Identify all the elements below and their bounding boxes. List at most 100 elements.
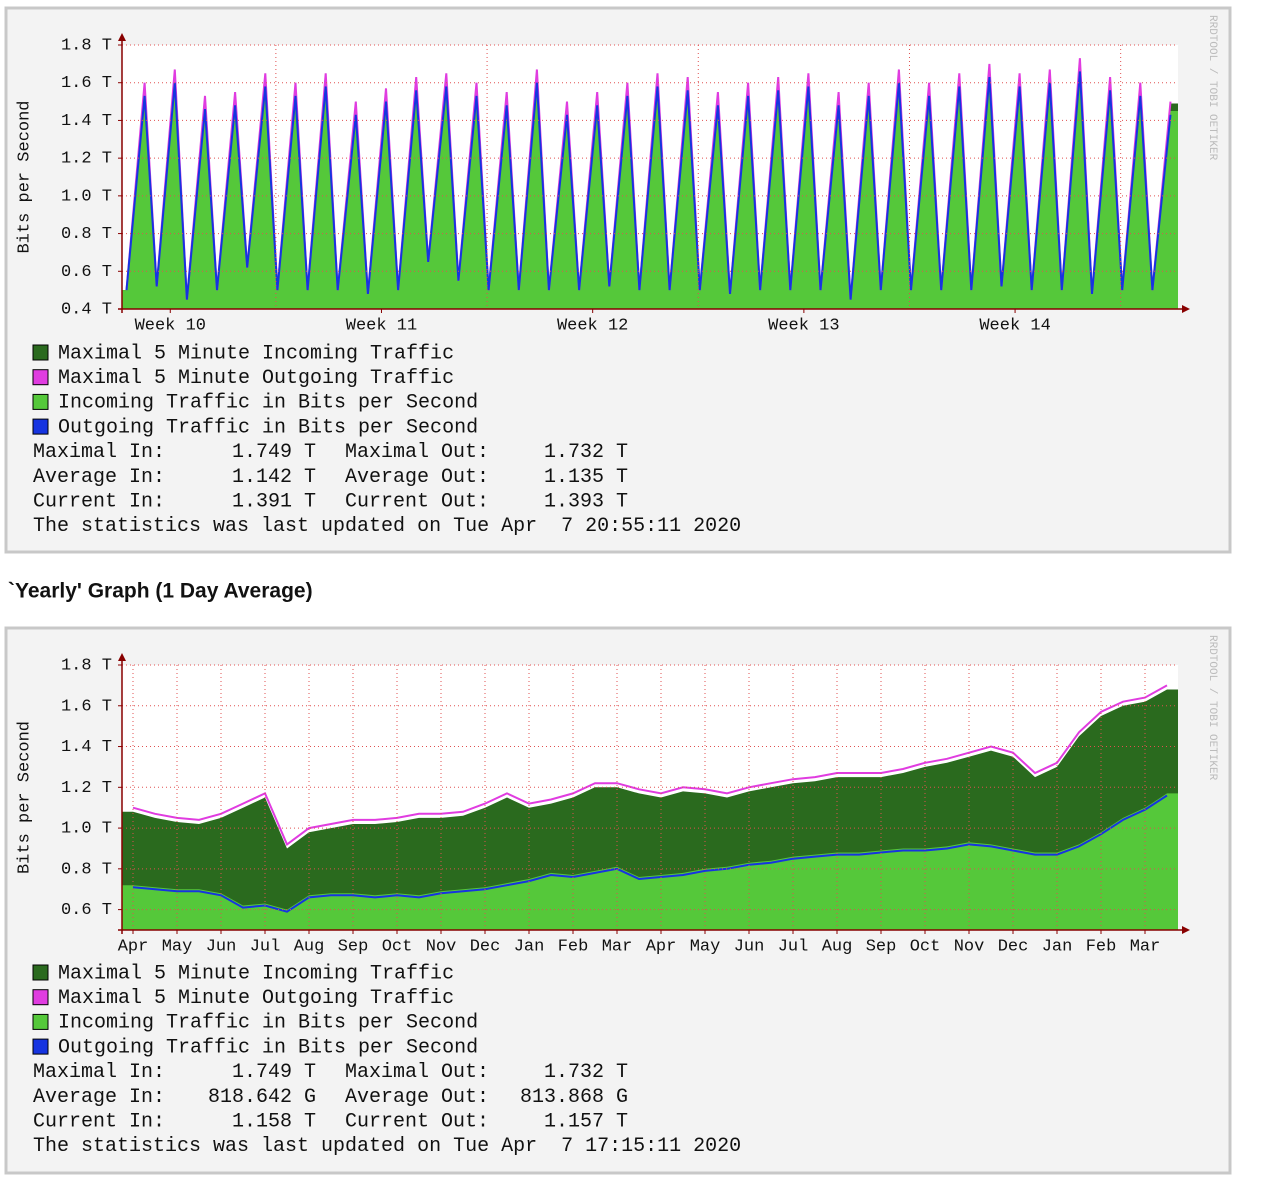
x-tick-label: Nov: [426, 937, 457, 956]
legend-label: Maximal 5 Minute Outgoing Traffic: [58, 367, 454, 390]
y-tick-label: 0.8 T: [61, 225, 112, 244]
legend-label: Incoming Traffic in Bits per Second: [58, 1012, 478, 1035]
stat-label: Maximal In:: [33, 441, 165, 464]
stat-value: 1.157 T: [544, 1110, 628, 1133]
stat-value: 1.732 T: [544, 441, 628, 464]
y-tick-label: 1.8 T: [61, 36, 112, 55]
series-area: [122, 67, 1178, 309]
x-tick-label: Sep: [866, 937, 897, 956]
stat-label: Current Out:: [345, 1110, 489, 1133]
x-tick-label: Aug: [294, 937, 325, 956]
x-tick-label: Oct: [382, 937, 413, 956]
series-line: [125, 71, 1172, 300]
y-tick-label: 1.4 T: [61, 112, 112, 131]
legend-swatch: [32, 1013, 49, 1030]
x-tick-label: Nov: [954, 937, 985, 956]
y-tick-label: 1.2 T: [61, 150, 112, 169]
y-tick-label: 0.4 T: [61, 300, 112, 319]
legend-swatch: [32, 369, 49, 386]
y-tick-label: 1.6 T: [61, 74, 112, 93]
x-tick-label: Feb: [558, 937, 589, 956]
x-tick-label: Sep: [338, 937, 369, 956]
stat-label: Current In:: [33, 1110, 165, 1133]
y-tick-label: 0.6 T: [61, 901, 112, 920]
stats-footer: The statistics was last updated on Tue A…: [33, 515, 741, 538]
stat-value: 1.142 T: [232, 466, 316, 489]
stat-label: Average In:: [33, 466, 165, 489]
x-tick-label: Apr: [118, 937, 149, 956]
stat-label: Current Out:: [345, 490, 489, 513]
y-tick-label: 1.4 T: [61, 738, 112, 757]
stat-value: 1.393 T: [544, 490, 628, 513]
stat-value: 1.732 T: [544, 1061, 628, 1084]
side-text: RRDTOOL / TOBI OETIKER: [1206, 635, 1218, 781]
legend-swatch: [32, 989, 49, 1006]
legend-swatch: [32, 964, 49, 981]
x-tick-label: Week 11: [346, 316, 417, 335]
x-tick-label: Feb: [1086, 937, 1117, 956]
stat-value: 1.749 T: [232, 1061, 316, 1084]
stat-label: Maximal Out:: [345, 1061, 489, 1084]
x-tick-label: Mar: [1130, 937, 1161, 956]
stat-value: 1.391 T: [232, 490, 316, 513]
x-tick-label: Dec: [470, 937, 501, 956]
stat-value: 1.158 T: [232, 1110, 316, 1133]
x-tick-label: Oct: [910, 937, 941, 956]
y-tick-label: 1.0 T: [61, 187, 112, 206]
y-tick-label: 1.6 T: [61, 697, 112, 716]
y-axis-label: Bits per Second: [15, 721, 34, 874]
x-tick-label: Jan: [514, 937, 545, 956]
x-tick-label: Aug: [822, 937, 853, 956]
x-tick-label: Jul: [250, 937, 281, 956]
y-axis-label: Bits per Second: [15, 100, 34, 253]
section-title: `Yearly' Graph (1 Day Average): [8, 580, 313, 603]
legend-swatch: [32, 393, 49, 410]
y-tick-label: 0.8 T: [61, 860, 112, 879]
x-axis-arrow: [1182, 305, 1190, 313]
x-tick-label: Week 14: [979, 316, 1050, 335]
x-tick-label: Jun: [206, 937, 237, 956]
x-tick-label: Mar: [602, 937, 633, 956]
stat-label: Average Out:: [345, 466, 489, 489]
stat-label: Current In:: [33, 490, 165, 513]
y-axis-arrow: [118, 33, 126, 41]
x-tick-label: Week 10: [135, 316, 206, 335]
stat-value: 1.135 T: [544, 466, 628, 489]
stat-value: 813.868 G: [520, 1086, 628, 1109]
legend-label: Maximal 5 Minute Incoming Traffic: [58, 962, 454, 985]
y-axis-arrow: [118, 653, 126, 661]
x-tick-label: May: [162, 937, 193, 956]
stat-label: Maximal Out:: [345, 441, 489, 464]
x-tick-label: May: [690, 937, 721, 956]
stats-footer: The statistics was last updated on Tue A…: [33, 1135, 741, 1158]
legend-label: Incoming Traffic in Bits per Second: [58, 392, 478, 415]
x-tick-label: Week 12: [557, 316, 628, 335]
stat-value: 818.642 G: [208, 1086, 316, 1109]
legend-swatch: [32, 1038, 49, 1055]
y-tick-label: 0.6 T: [61, 263, 112, 282]
legend-label: Outgoing Traffic in Bits per Second: [58, 1036, 478, 1059]
x-tick-label: Jan: [1042, 937, 1073, 956]
x-tick-label: Jun: [734, 937, 765, 956]
legend-label: Maximal 5 Minute Outgoing Traffic: [58, 987, 454, 1010]
side-text: RRDTOOL / TOBI OETIKER: [1206, 15, 1218, 161]
legend-swatch: [32, 344, 49, 361]
series-line: [132, 684, 1168, 846]
legend-label: Outgoing Traffic in Bits per Second: [58, 416, 478, 439]
legend-swatch: [32, 418, 49, 435]
stat-label: Average Out:: [345, 1086, 489, 1109]
stat-label: Maximal In:: [33, 1061, 165, 1084]
stat-label: Average In:: [33, 1086, 165, 1109]
x-axis-arrow: [1182, 926, 1190, 934]
series-line: [132, 794, 1168, 913]
stat-value: 1.749 T: [232, 441, 316, 464]
x-tick-label: Week 13: [768, 316, 839, 335]
x-tick-label: Jul: [778, 937, 809, 956]
y-tick-label: 1.0 T: [61, 820, 112, 839]
legend-label: Maximal 5 Minute Incoming Traffic: [58, 342, 454, 365]
y-tick-label: 1.2 T: [61, 779, 112, 798]
x-tick-label: Dec: [998, 937, 1029, 956]
y-tick-label: 1.8 T: [61, 656, 112, 675]
x-tick-label: Apr: [646, 937, 677, 956]
